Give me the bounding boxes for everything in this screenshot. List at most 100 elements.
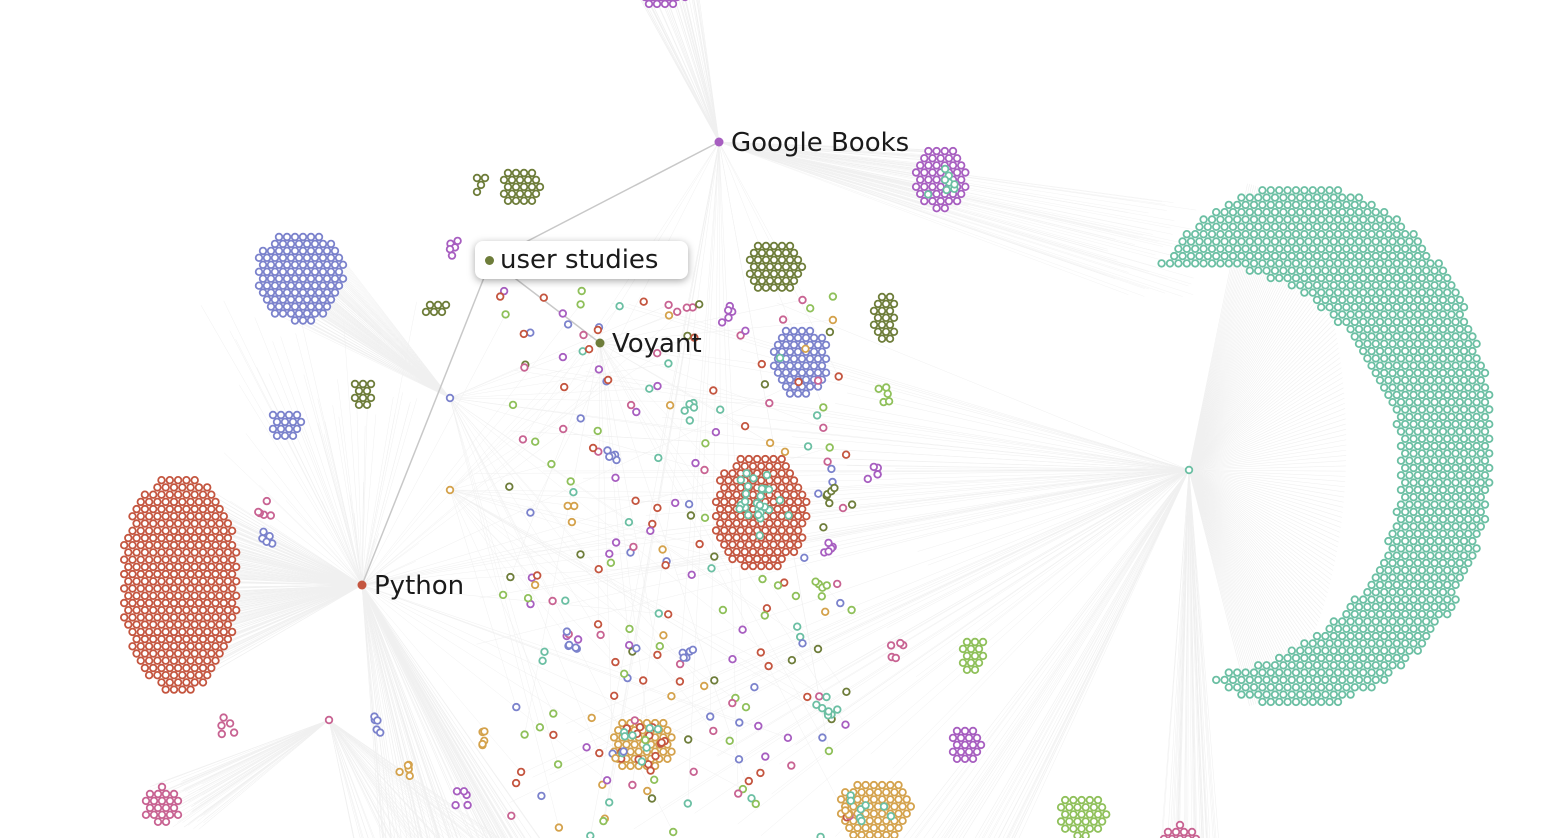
graph-node[interactable]	[785, 389, 795, 398]
graph-node[interactable]	[1396, 515, 1406, 524]
graph-node[interactable]	[1270, 193, 1280, 202]
graph-node[interactable]	[1421, 558, 1431, 568]
graph-node[interactable]	[1358, 244, 1368, 253]
graph-node[interactable]	[747, 794, 756, 803]
graph-node[interactable]	[1409, 229, 1418, 239]
graph-node[interactable]	[1413, 588, 1422, 597]
graph-node[interactable]	[190, 533, 199, 543]
graph-node[interactable]	[1224, 668, 1233, 677]
graph-node[interactable]	[306, 260, 316, 269]
graph-node[interactable]	[734, 789, 743, 798]
graph-node[interactable]	[1346, 690, 1355, 699]
graph-node[interactable]	[1171, 827, 1181, 837]
graph-node[interactable]	[974, 644, 984, 654]
graph-node[interactable]	[593, 426, 602, 436]
graph-node[interactable]	[1367, 200, 1376, 210]
graph-node[interactable]	[793, 389, 803, 398]
graph-node[interactable]	[716, 519, 725, 528]
graph-node[interactable]	[751, 799, 760, 809]
graph-node[interactable]	[173, 548, 183, 557]
graph-node[interactable]	[1312, 237, 1322, 246]
graph-node[interactable]	[1421, 500, 1431, 509]
graph-node[interactable]	[1253, 207, 1263, 217]
graph-node[interactable]	[1367, 668, 1376, 677]
graph-node[interactable]	[128, 642, 137, 651]
graph-node[interactable]	[292, 410, 302, 420]
graph-node[interactable]	[1358, 288, 1368, 297]
graph-node[interactable]	[773, 340, 783, 350]
graph-node[interactable]	[1295, 675, 1305, 685]
graph-node[interactable]	[1388, 529, 1397, 538]
graph-node[interactable]	[1308, 215, 1317, 224]
graph-node[interactable]	[161, 555, 170, 564]
graph-node[interactable]	[219, 541, 228, 550]
graph-node[interactable]	[679, 653, 688, 662]
graph-node[interactable]	[211, 642, 220, 651]
graph-node[interactable]	[1337, 690, 1347, 699]
graph-node[interactable]	[1187, 827, 1197, 837]
graph-node[interactable]	[1463, 558, 1473, 568]
graph-node[interactable]	[1413, 500, 1422, 509]
graph-node[interactable]	[1472, 368, 1481, 378]
graph-node[interactable]	[527, 182, 537, 192]
graph-node[interactable]	[298, 316, 308, 325]
graph-node[interactable]	[1354, 675, 1364, 685]
graph-node[interactable]	[1228, 207, 1238, 217]
graph-node[interactable]	[1451, 580, 1460, 590]
graph-node[interactable]	[1438, 573, 1448, 582]
graph-node[interactable]	[511, 168, 521, 178]
graph-node[interactable]	[1300, 697, 1309, 707]
graph-node[interactable]	[1207, 244, 1217, 253]
graph-node[interactable]	[1337, 281, 1347, 290]
graph-node[interactable]	[1426, 259, 1435, 268]
graph-node[interactable]	[1077, 795, 1086, 805]
graph-node[interactable]	[1245, 690, 1254, 699]
graph-node[interactable]	[841, 806, 850, 815]
graph-node[interactable]	[1253, 237, 1263, 246]
graph-node[interactable]	[1308, 668, 1317, 677]
graph-node[interactable]	[1253, 222, 1263, 231]
graph-node[interactable]	[503, 182, 513, 192]
graph-node[interactable]	[956, 747, 966, 756]
graph-node[interactable]	[1195, 237, 1204, 246]
graph-node[interactable]	[225, 719, 235, 728]
graph-node[interactable]	[1379, 325, 1389, 334]
graph-node[interactable]	[793, 333, 803, 343]
graph-node[interactable]	[865, 816, 874, 825]
graph-node[interactable]	[728, 698, 737, 708]
graph-node[interactable]	[140, 606, 150, 615]
graph-node[interactable]	[326, 253, 336, 262]
graph-node[interactable]	[1459, 405, 1469, 414]
graph-node[interactable]	[781, 248, 791, 258]
graph-node[interactable]	[970, 665, 980, 674]
graph-node[interactable]	[437, 307, 447, 317]
graph-node[interactable]	[748, 547, 758, 557]
graph-node[interactable]	[1291, 697, 1301, 707]
graph-node[interactable]	[1287, 251, 1296, 261]
graph-node[interactable]	[928, 182, 937, 191]
graph-node[interactable]	[1480, 412, 1490, 422]
graph-node[interactable]	[825, 498, 834, 508]
graph-node[interactable]	[1329, 310, 1338, 319]
graph-node[interactable]	[1287, 675, 1296, 685]
graph-node[interactable]	[258, 274, 268, 283]
graph-node[interactable]	[761, 269, 771, 278]
graph-node[interactable]	[1421, 295, 1431, 305]
graph-node[interactable]	[1451, 390, 1460, 400]
graph-node[interactable]	[1459, 346, 1469, 356]
graph-node[interactable]	[812, 411, 822, 420]
graph-node[interactable]	[777, 554, 786, 564]
graph-node[interactable]	[882, 788, 891, 797]
graph-node[interactable]	[144, 642, 154, 651]
voyant-node[interactable]	[595, 338, 605, 348]
graph-node[interactable]	[853, 780, 862, 790]
graph-node[interactable]	[161, 613, 170, 622]
graph-node[interactable]	[1329, 281, 1338, 290]
graph-node[interactable]	[153, 512, 162, 521]
graph-node[interactable]	[1207, 229, 1217, 239]
graph-node[interactable]	[223, 577, 233, 586]
graph-node[interactable]	[207, 649, 216, 658]
graph-node[interactable]	[1442, 420, 1452, 429]
graph-node[interactable]	[1438, 354, 1448, 363]
graph-node[interactable]	[716, 533, 725, 542]
